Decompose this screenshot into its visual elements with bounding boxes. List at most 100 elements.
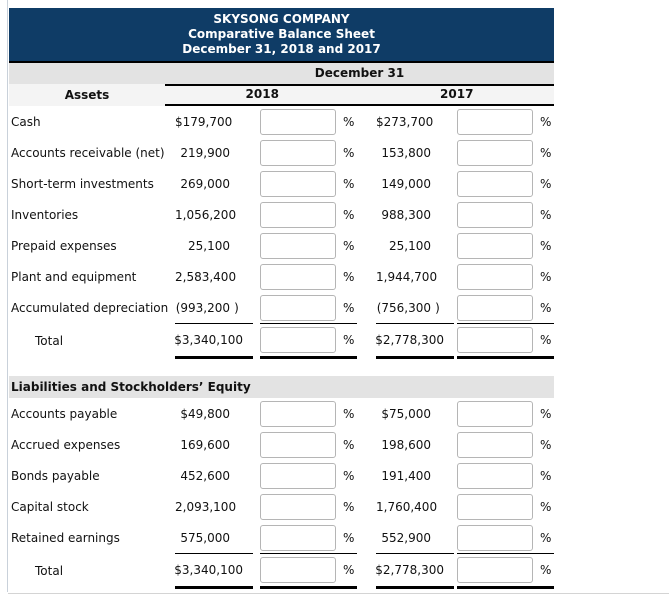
amount-2017: $75,000 [376,398,454,429]
amount-2017: 153,800 [376,137,454,168]
percent-sign: % [540,499,552,514]
amount-2018: 169,600 [175,429,253,460]
amount-2017: 149,000 [376,168,454,199]
table-row-accrued-expenses: Accrued expenses 169,600 % 198,600 % [9,429,554,460]
percent-cell-2017: % [457,553,554,589]
amount-value: 219,900 [180,145,230,160]
percent-cell-2017: % [457,106,554,137]
percent-sign: % [540,468,552,483]
percent-input-2018[interactable] [260,108,336,135]
percent-input-2018[interactable] [260,524,336,551]
percent-cell-2018: % [260,429,357,460]
amount-2017: $2,778,300 [375,323,454,359]
percent-input-2017[interactable] [457,400,533,427]
percent-input-2018[interactable] [260,431,336,458]
percent-cell-2017: % [457,230,554,261]
percent-sign: % [343,333,355,347]
amount-value: 191,400 [381,468,431,483]
percent-input-2017[interactable] [457,431,533,458]
amount-2017: 988,300 [376,199,454,230]
percent-sign: % [343,145,355,160]
percent-input-2018[interactable] [260,493,336,520]
percent-input-2017[interactable] [457,170,533,197]
percent-cell-2017: % [457,137,554,168]
amount-value: 2,093,100 [175,499,237,514]
assets-section-header: Assets [64,88,110,102]
amount-2017: (756,300) [376,292,454,323]
column-header-2018: 2018 [245,87,279,101]
percent-cell-2018: % [260,491,357,522]
percent-sign: % [343,114,355,129]
left-border-rule [7,0,8,592]
amount-2017: $2,778,300 [375,553,454,589]
table-row-accounts-payable: Accounts payable $49,800 % $75,000 % [9,398,554,429]
percent-input-2017[interactable] [457,263,533,290]
liabilities-section-header: Liabilities and Stockholders’ Equity [9,376,554,398]
percent-input-2017[interactable] [457,462,533,489]
column-header-row: Assets 2018 2017 [9,84,554,106]
amount-value: 1,944,700 [376,269,438,284]
percent-sign: % [540,238,552,253]
percent-input-2017[interactable] [457,294,533,321]
amount-value: 153,800 [381,145,431,160]
percent-cell-2018: % [260,199,357,230]
percent-input-2017[interactable] [457,139,533,166]
amount-value: 149,000 [381,176,431,191]
percent-sign: % [540,437,552,452]
percent-input-2017[interactable] [457,327,533,353]
amount-value: 452,600 [180,468,230,483]
row-label: Cash [11,114,41,129]
amount-2018: 25,100 [175,230,253,261]
percent-input-2018[interactable] [260,201,336,228]
row-label: Accounts receivable (net) [11,145,165,160]
percent-input-2017[interactable] [457,201,533,228]
table-row-assets-total: Total $3,340,100 % $2,778,300 % [9,323,554,359]
amount-2018: 575,000 [175,522,253,553]
percent-input-2017[interactable] [457,493,533,520]
row-label: Accumulated depreciation [11,300,169,315]
balance-sheet: SKYSONG COMPANY Comparative Balance Shee… [9,8,554,589]
percent-input-2018[interactable] [260,294,336,321]
report-title: Comparative Balance Sheet [188,27,375,41]
bottom-border-rule [8,593,669,594]
percent-input-2017[interactable] [457,524,533,551]
percent-cell-2018: % [260,137,357,168]
percent-cell-2017: % [457,491,554,522]
percent-input-2018[interactable] [260,170,336,197]
percent-input-2018[interactable] [260,557,336,583]
percent-input-2018[interactable] [260,139,336,166]
row-label: Retained earnings [11,530,120,545]
percent-input-2018[interactable] [260,232,336,259]
amount-value: 1,760,400 [376,499,438,514]
percent-input-2018[interactable] [260,462,336,489]
percent-input-2017[interactable] [457,108,533,135]
table-row-retained-earnings: Retained earnings 575,000 % 552,900 % [9,522,554,553]
percent-sign: % [540,563,552,577]
row-label: Short-term investments [11,176,154,191]
percent-cell-2018: % [260,323,357,359]
amount-2018: $3,340,100 [174,553,253,589]
amount-value: $179,700 [175,114,233,129]
statement-header: SKYSONG COMPANY Comparative Balance Shee… [9,8,554,63]
row-label: Plant and equipment [11,269,137,284]
percent-cell-2017: % [457,323,554,359]
row-label: Accrued expenses [11,437,121,452]
percent-cell-2017: % [457,460,554,491]
percent-input-2018[interactable] [260,400,336,427]
percent-sign: % [343,176,355,191]
percent-cell-2017: % [457,261,554,292]
percent-input-2017[interactable] [457,557,533,583]
amount-2018: 1,056,200 [175,199,253,230]
percent-sign: % [540,406,552,421]
amount-value: $273,700 [376,114,434,129]
amount-value: 169,600 [180,437,230,452]
percent-input-2017[interactable] [457,232,533,259]
percent-input-2018[interactable] [260,263,336,290]
amount-value: 988,300 [381,207,431,222]
amount-value: 2,583,400 [175,269,237,284]
table-row-prepaid-expenses: Prepaid expenses 25,100 % 25,100 % [9,230,554,261]
percent-input-2018[interactable] [260,327,336,353]
table-row-accumulated-depreciation: Accumulated depreciation (993,200) % (75… [9,292,554,323]
table-row-liabilities-total: Total $3,340,100 % $2,778,300 % [9,553,554,589]
amount-2017: 1,760,400 [376,491,454,522]
